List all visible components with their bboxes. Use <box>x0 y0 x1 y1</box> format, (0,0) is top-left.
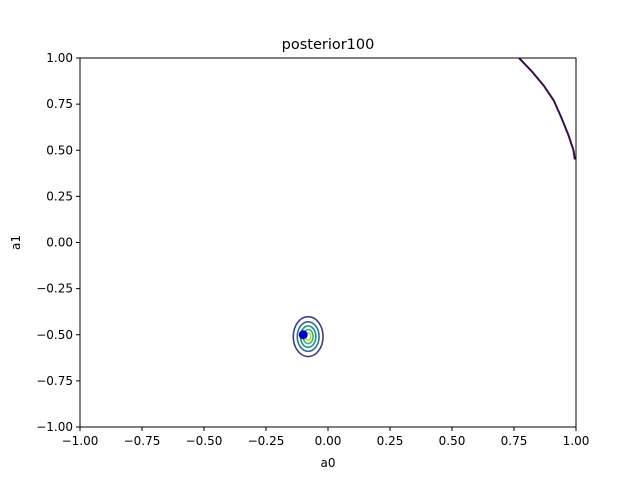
y-tick-label: 0.00 <box>46 236 73 250</box>
y-axis: −1.00 −0.75 −0.50 −0.25 0.00 0.25 0.50 0.75 1.00 <box>36 51 80 434</box>
y-tick-label: 1.00 <box>46 51 73 65</box>
y-tick-label: 0.75 <box>46 97 73 111</box>
x-tick-label: −0.25 <box>248 434 285 448</box>
contour-level-2 <box>296 321 320 353</box>
y-tick-label: −0.50 <box>36 328 73 342</box>
chart-title: posterior100 <box>282 37 375 53</box>
x-tick-label: −1.00 <box>62 434 99 448</box>
y-tick-label: 0.50 <box>46 143 73 157</box>
x-tick-label: 0.50 <box>439 434 466 448</box>
contour-level-1 <box>292 315 324 358</box>
x-tick-label: 0.00 <box>315 434 342 448</box>
y-axis-label: a1 <box>9 235 23 250</box>
y-tick-label: −0.25 <box>36 282 73 296</box>
x-tick-label: −0.75 <box>124 434 161 448</box>
plot-content <box>292 58 576 358</box>
contour-arc <box>518 58 576 160</box>
y-tick-label: −1.00 <box>36 420 73 434</box>
y-tick-label: 0.25 <box>46 189 73 203</box>
x-axis: −1.00 −0.75 −0.50 −0.25 0.00 0.25 0.50 0.75 1.00 <box>62 427 590 448</box>
true-point-marker <box>298 330 308 340</box>
x-axis-label: a0 <box>321 456 336 470</box>
x-tick-label: 0.75 <box>501 434 528 448</box>
y-tick-label: −0.75 <box>36 374 73 388</box>
x-tick-label: 0.25 <box>377 434 404 448</box>
x-tick-label: 1.00 <box>563 434 590 448</box>
x-tick-label: −0.50 <box>186 434 223 448</box>
